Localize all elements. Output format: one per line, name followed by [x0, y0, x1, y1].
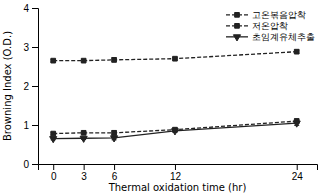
- y-tick: 2: [23, 81, 38, 92]
- point: [80, 136, 87, 142]
- error-bar: [112, 58, 117, 62]
- legend: 고온볶음압착저온압착초임계유체추출: [226, 10, 315, 42]
- series: [51, 49, 299, 63]
- y-tick-label: 2: [23, 81, 29, 92]
- x-tick: 0: [51, 164, 57, 182]
- point: [81, 58, 86, 63]
- point: [171, 129, 178, 135]
- y-tick-mark: [32, 86, 38, 87]
- point: [293, 121, 300, 127]
- x-axis-title: Thermal oxidation time (hr): [108, 182, 247, 193]
- y-tick-mark: [32, 47, 38, 48]
- x-tick-mark: [175, 164, 176, 170]
- legend-item: 고온볶음압착: [226, 10, 306, 20]
- error-bar: [112, 131, 117, 135]
- point: [51, 131, 56, 136]
- y-tick-label: 1: [23, 120, 29, 131]
- y-axis: 0 1 2 3 4: [23, 3, 38, 170]
- legend-label: 저온압착: [252, 21, 288, 31]
- plot-area: 036122401234고온볶음압착저온압착초임계유체추출: [23, 3, 317, 182]
- x-tick-mark: [297, 164, 298, 170]
- x-tick-label: 6: [112, 171, 118, 182]
- x-tick-label: 0: [51, 171, 57, 182]
- y-axis-line: [32, 9, 39, 165]
- y-tick: 0: [23, 159, 38, 170]
- x-tick-mark: [114, 164, 115, 170]
- x-tick: 6: [112, 164, 118, 182]
- y-tick-mark: [32, 164, 38, 165]
- point: [173, 56, 178, 61]
- data-layer: [50, 49, 301, 142]
- x-axis-line: [39, 165, 318, 171]
- point: [81, 130, 86, 135]
- series: [50, 121, 301, 143]
- x-tick: 3: [81, 164, 87, 182]
- legend-item: 초임계유체추출: [226, 32, 315, 42]
- x-tick-label: 24: [292, 171, 304, 182]
- point: [111, 136, 118, 142]
- y-tick: 1: [23, 120, 38, 131]
- series-line: [53, 123, 296, 139]
- legend-marker: [235, 13, 240, 18]
- y-tick-mark: [32, 8, 38, 9]
- x-tick: 24: [292, 164, 304, 182]
- legend-label: 초임계유체추출: [252, 32, 315, 42]
- chart: 036122401234고온볶음압착저온압착초임계유체추출Thermal oxi…: [0, 0, 327, 194]
- y-tick-mark: [32, 125, 38, 126]
- series: [51, 119, 299, 136]
- point: [294, 49, 299, 54]
- y-tick: 4: [23, 3, 38, 14]
- legend-label: 고온볶음압착: [252, 10, 306, 20]
- point: [112, 58, 117, 63]
- legend-item: 저온압착: [226, 21, 288, 31]
- y-tick-label: 4: [23, 3, 29, 14]
- point: [50, 137, 57, 143]
- x-tick-mark: [53, 164, 54, 170]
- x-tick-label: 12: [170, 171, 182, 182]
- x-tick: 12: [170, 164, 182, 182]
- point: [112, 130, 117, 135]
- x-axis: 0 3 6 12 24: [39, 164, 318, 182]
- x-tick-mark: [84, 164, 85, 170]
- y-axis-title: Browning Index (O.D.): [2, 31, 13, 141]
- series-line: [53, 52, 296, 61]
- y-tick-label: 3: [23, 42, 29, 53]
- x-tick-label: 3: [81, 171, 87, 182]
- point: [51, 58, 56, 63]
- legend-marker: [235, 24, 240, 29]
- y-tick-label: 0: [23, 159, 29, 170]
- error-bar: [294, 50, 299, 53]
- legend-marker: [233, 35, 240, 41]
- y-tick: 3: [23, 42, 38, 53]
